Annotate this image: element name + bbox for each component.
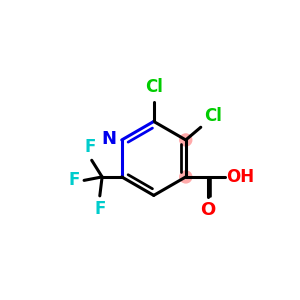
- Text: OH: OH: [226, 168, 254, 186]
- Circle shape: [180, 134, 192, 146]
- Text: Cl: Cl: [145, 78, 163, 96]
- Text: O: O: [200, 201, 215, 219]
- Circle shape: [180, 171, 192, 183]
- Text: Cl: Cl: [204, 107, 222, 125]
- Text: F: F: [94, 200, 106, 218]
- Text: F: F: [69, 171, 80, 189]
- Text: F: F: [85, 138, 96, 156]
- Text: N: N: [101, 130, 116, 148]
